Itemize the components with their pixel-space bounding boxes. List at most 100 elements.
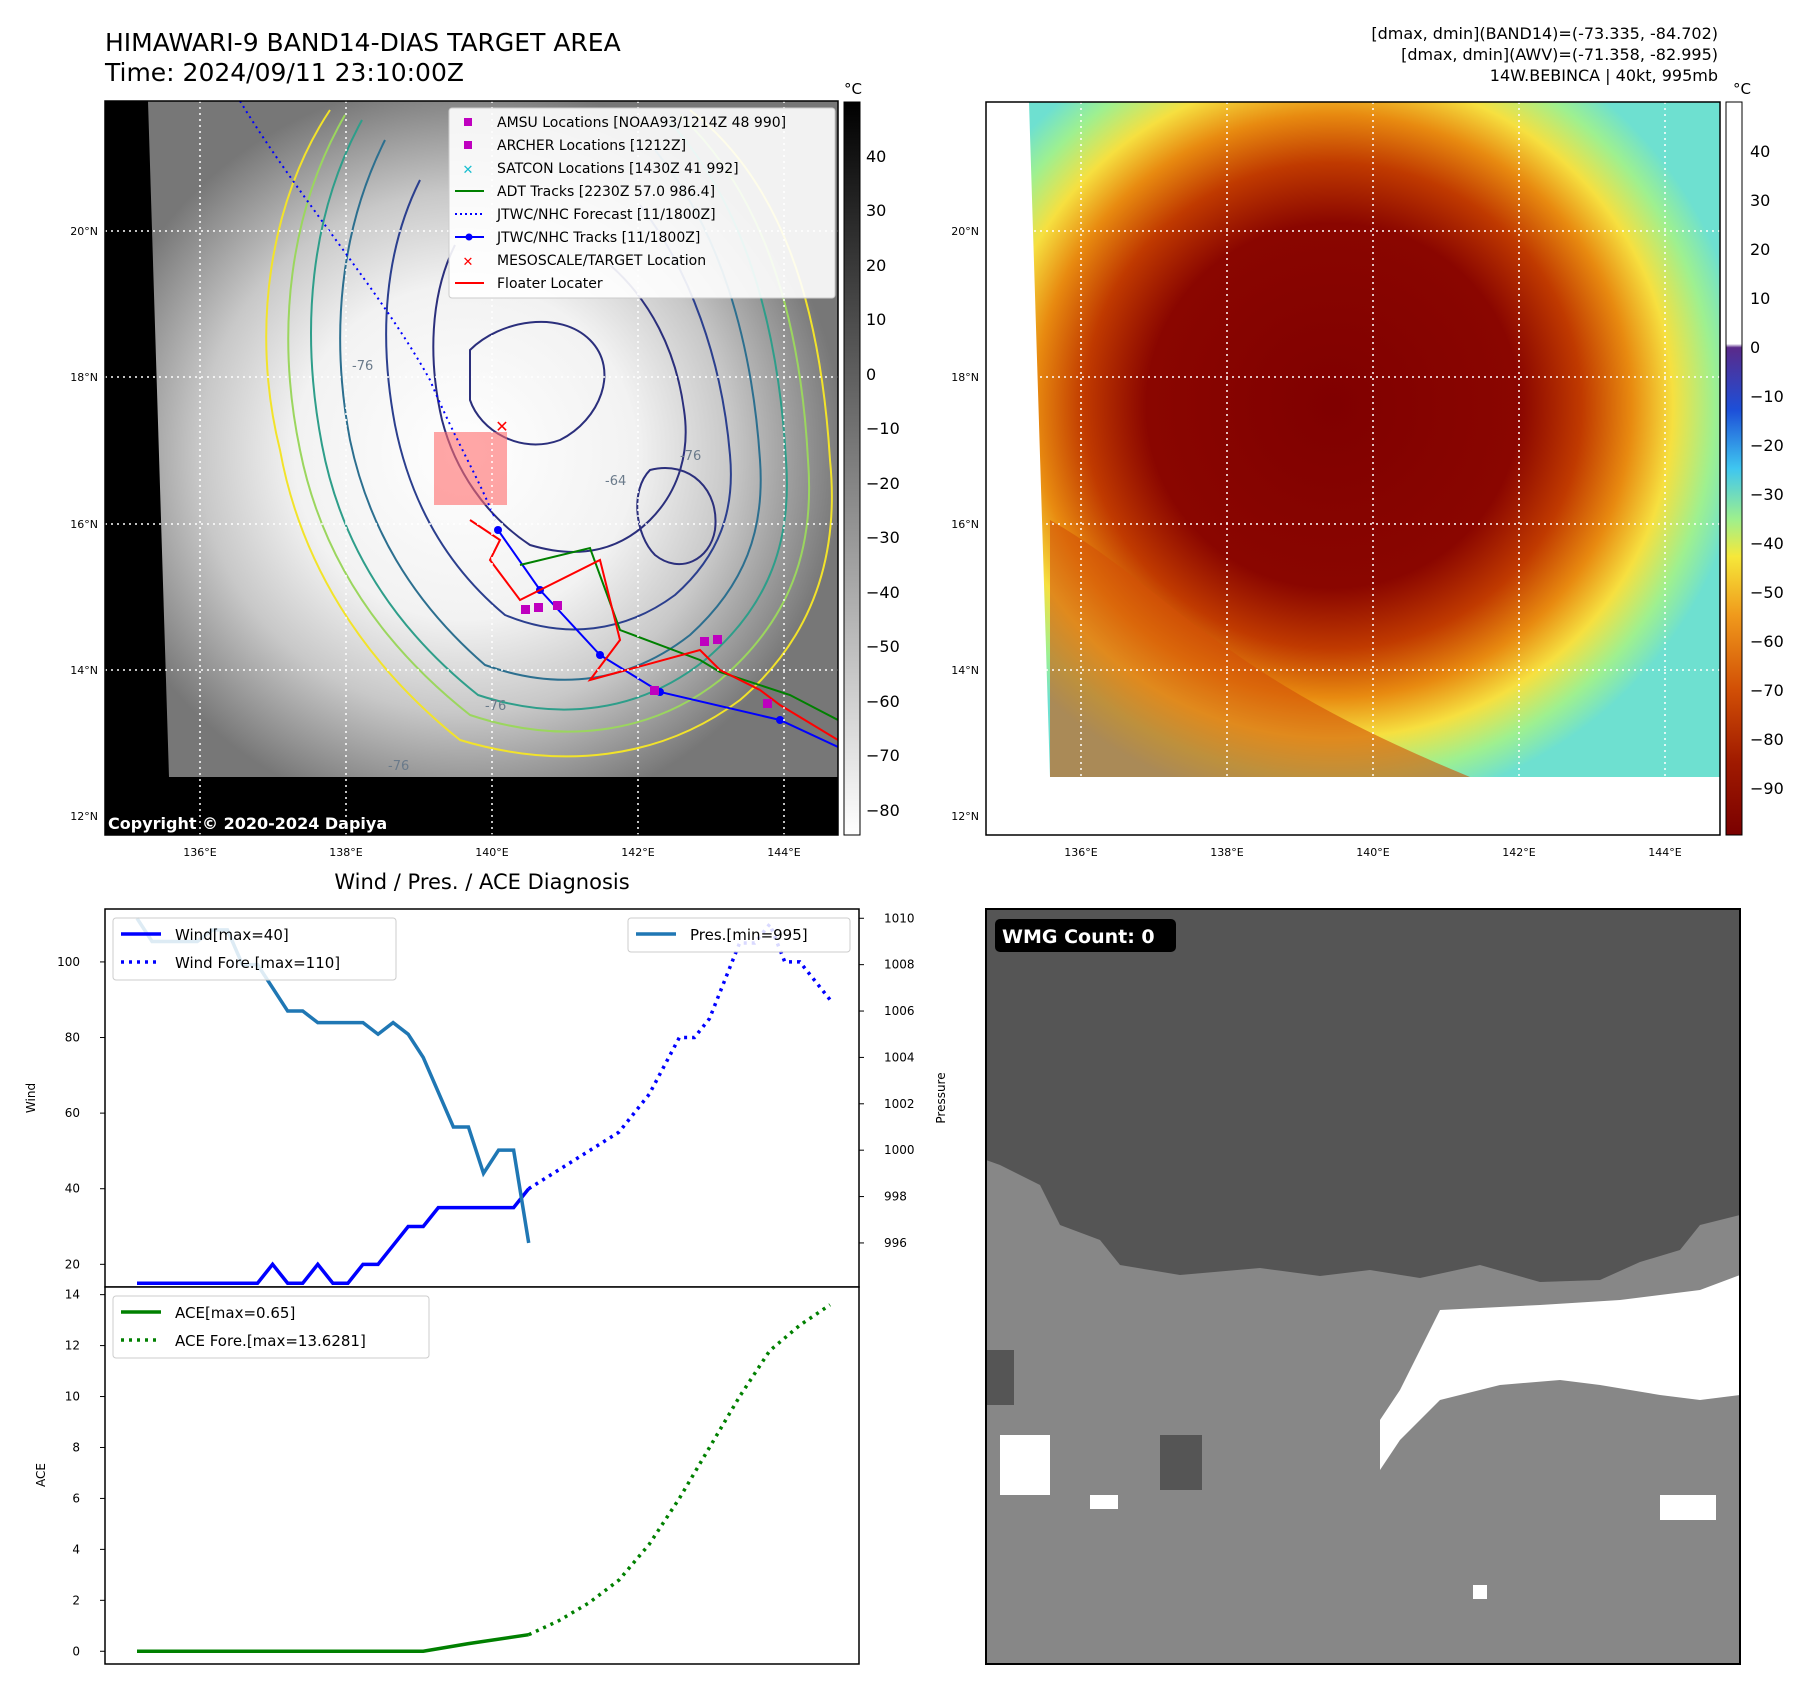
wmg-white-cell <box>1000 1435 1050 1495</box>
wind-forecast-line <box>527 920 832 1191</box>
svg-text:-76: -76 <box>680 449 701 464</box>
svg-text:Pres.[min=995]: Pres.[min=995] <box>690 926 808 944</box>
svg-text:Wind Fore.[max=110]: Wind Fore.[max=110] <box>175 954 340 972</box>
legend-item-jtwc-tracks: JTWC/NHC Tracks [11/1800Z] <box>455 230 700 246</box>
svg-text:−70: −70 <box>866 746 900 765</box>
jtwc-best-track <box>497 529 838 748</box>
ace-chart: ACE 0 2 4 6 8 10 12 14 ACE[max=0.65] ACE Fore.[… <box>34 1286 860 1665</box>
wind-pressure-chart: Wind Pressure 20 40 60 80 100 996 998 1000 1002… <box>24 908 948 1288</box>
ace-y-ticks: 0 2 4 6 8 10 12 14 <box>65 1288 105 1658</box>
svg-text:−40: −40 <box>866 583 900 602</box>
floater-target-box <box>434 432 507 505</box>
ace-tick-label: 14 <box>65 1288 80 1302</box>
svg-text:14°N: 14°N <box>70 664 98 677</box>
svg-text:−80: −80 <box>866 801 900 820</box>
wmg-count-badge <box>995 919 1176 952</box>
svg-text:-64: -64 <box>605 474 626 489</box>
svg-text:20: 20 <box>866 256 886 275</box>
ir-colorbar-ticks: 40 30 20 10 0 −10 −20 −30 −40 −50 −60 −7… <box>866 147 900 820</box>
svg-text:142°E: 142°E <box>621 846 654 859</box>
pressure-legend: Pres.[min=995] <box>627 917 851 953</box>
ace-line <box>137 1632 529 1654</box>
legend-item-wind-forecast: Wind Fore.[max=110] <box>121 954 340 972</box>
wmg-white-region <box>1360 1275 1740 1505</box>
color-map-frame <box>985 101 1721 836</box>
ace-tick-label: 8 <box>72 1440 80 1454</box>
svg-text:16°N: 16°N <box>951 518 979 531</box>
ir-map-legend: AMSU Locations [NOAA93/1214Z 48 990] ARC… <box>448 107 836 299</box>
wind-tick-label: 40 <box>65 1182 80 1196</box>
wind-tick-label: 100 <box>57 955 80 969</box>
svg-text:−60: −60 <box>866 692 900 711</box>
color-colorbar-ticks: 40 30 20 10 0 −10 −20 −30 −40 −50 −60 −7… <box>1750 142 1784 798</box>
info-awv: [dmax, dmin](AWV)=(-71.358, -82.995) <box>1401 45 1718 64</box>
color-colorbar: °C 40 30 20 10 0 −10 −20 −30 −40 −50 −60… <box>1725 80 1784 836</box>
svg-text:SATCON Locations [1430Z 41 992: SATCON Locations [1430Z 41 992] <box>497 161 739 177</box>
color-map-panel: 20°N 18°N 16°N 14°N 12°N 136°E 138°E 140… <box>951 80 1784 859</box>
svg-text:30: 30 <box>866 201 886 220</box>
wmg-white-cell <box>1660 1495 1716 1520</box>
legend-item-floater: Floater Locater <box>455 276 603 292</box>
wmg-frame <box>985 908 1741 1665</box>
svg-text:ACE Fore.[max=13.6281]: ACE Fore.[max=13.6281] <box>175 1332 366 1350</box>
svg-text:18°N: 18°N <box>70 371 98 384</box>
svg-text:-76: -76 <box>388 759 409 774</box>
wmg-dark-cell <box>986 1350 1014 1405</box>
svg-text:−50: −50 <box>866 637 900 656</box>
ace-legend: ACE[max=0.65] ACE Fore.[max=13.6281] <box>112 1295 430 1359</box>
svg-text:20: 20 <box>1750 240 1770 259</box>
svg-text:MESOSCALE/TARGET Location: MESOSCALE/TARGET Location <box>497 253 706 269</box>
pressure-tick-label: 1004 <box>884 1050 915 1064</box>
amsu-archer-markers <box>521 601 772 708</box>
svg-text:0: 0 <box>866 365 876 384</box>
pressure-y-ticks: 996 998 1000 1002 1004 1006 1008 1010 <box>859 911 915 1250</box>
ir-colorbar: °C 40 30 20 10 0 −10 −20 −30 −40 −50 −60… <box>843 80 900 836</box>
adt-track <box>519 546 838 721</box>
svg-text:−70: −70 <box>1750 681 1784 700</box>
svg-text:14°N: 14°N <box>951 664 979 677</box>
svg-text:-76: -76 <box>352 359 373 374</box>
svg-text:ARCHER Locations [1212Z]: ARCHER Locations [1212Z] <box>497 138 686 154</box>
ace-tick-label: 0 <box>72 1644 80 1658</box>
ir-lon-labels: 136°E 138°E 140°E 142°E 144°E <box>183 846 800 859</box>
wind-tick-label: 20 <box>65 1257 80 1271</box>
pressure-tick-label: 996 <box>884 1236 907 1250</box>
color-lon-labels: 136°E 138°E 140°E 142°E 144°E <box>1064 846 1681 859</box>
legend-item-amsu: AMSU Locations [NOAA93/1214Z 48 990] <box>464 115 786 131</box>
color-lat-labels: 20°N 18°N 16°N 14°N 12°N <box>951 225 979 823</box>
wmg-white-cell <box>1473 1585 1487 1599</box>
svg-text:10: 10 <box>1750 289 1770 308</box>
wmg-panel: WMG Count: 0 <box>985 908 1741 1665</box>
svg-text:Wind[max=40]: Wind[max=40] <box>175 926 289 944</box>
wind-legend: Wind[max=40] Wind Fore.[max=110] <box>112 917 397 981</box>
svg-text:40: 40 <box>866 147 886 166</box>
svg-text:−10: −10 <box>1750 387 1784 406</box>
svg-text:Floater Locater: Floater Locater <box>497 276 603 292</box>
wmg-white-cell <box>1090 1495 1118 1509</box>
svg-text:✕: ✕ <box>463 255 474 270</box>
legend-item-ace: ACE[max=0.65] <box>121 1304 295 1322</box>
info-storm: 14W.BEBINCA | 40kt, 995mb <box>1490 66 1718 85</box>
legend-item-archer: ARCHER Locations [1212Z] <box>464 138 686 154</box>
svg-text:20°N: 20°N <box>951 225 979 238</box>
pressure-tick-label: 1000 <box>884 1143 915 1157</box>
pressure-axis-label: Pressure <box>934 1072 948 1123</box>
mesoscale-target-marker: ✕ <box>495 417 508 436</box>
copyright-text: Copyright © 2020-2024 Dapiya <box>108 814 387 833</box>
wind-tick-label: 60 <box>65 1106 80 1120</box>
warm-band <box>1050 520 1470 777</box>
wind-line <box>137 1187 531 1285</box>
legend-item-adt: ADT Tracks [2230Z 57.0 986.4] <box>455 184 715 200</box>
svg-text:18°N: 18°N <box>951 371 979 384</box>
jtwc-forecast-track <box>239 101 496 521</box>
ir-map-frame <box>104 100 839 836</box>
pressure-tick-label: 1006 <box>884 1004 915 1018</box>
svg-text:AMSU Locations [NOAA93/1214Z 4: AMSU Locations [NOAA93/1214Z 48 990] <box>497 115 786 131</box>
ace-tick-label: 2 <box>72 1593 80 1607</box>
floater-locater-track <box>469 519 838 741</box>
svg-text:−30: −30 <box>1750 485 1784 504</box>
svg-text:JTWC/NHC Forecast [11/1800Z]: JTWC/NHC Forecast [11/1800Z] <box>496 207 716 223</box>
legend-item-pressure: Pres.[min=995] <box>636 926 808 944</box>
pressure-tick-label: 1010 <box>884 911 915 925</box>
svg-text:144°E: 144°E <box>767 846 800 859</box>
